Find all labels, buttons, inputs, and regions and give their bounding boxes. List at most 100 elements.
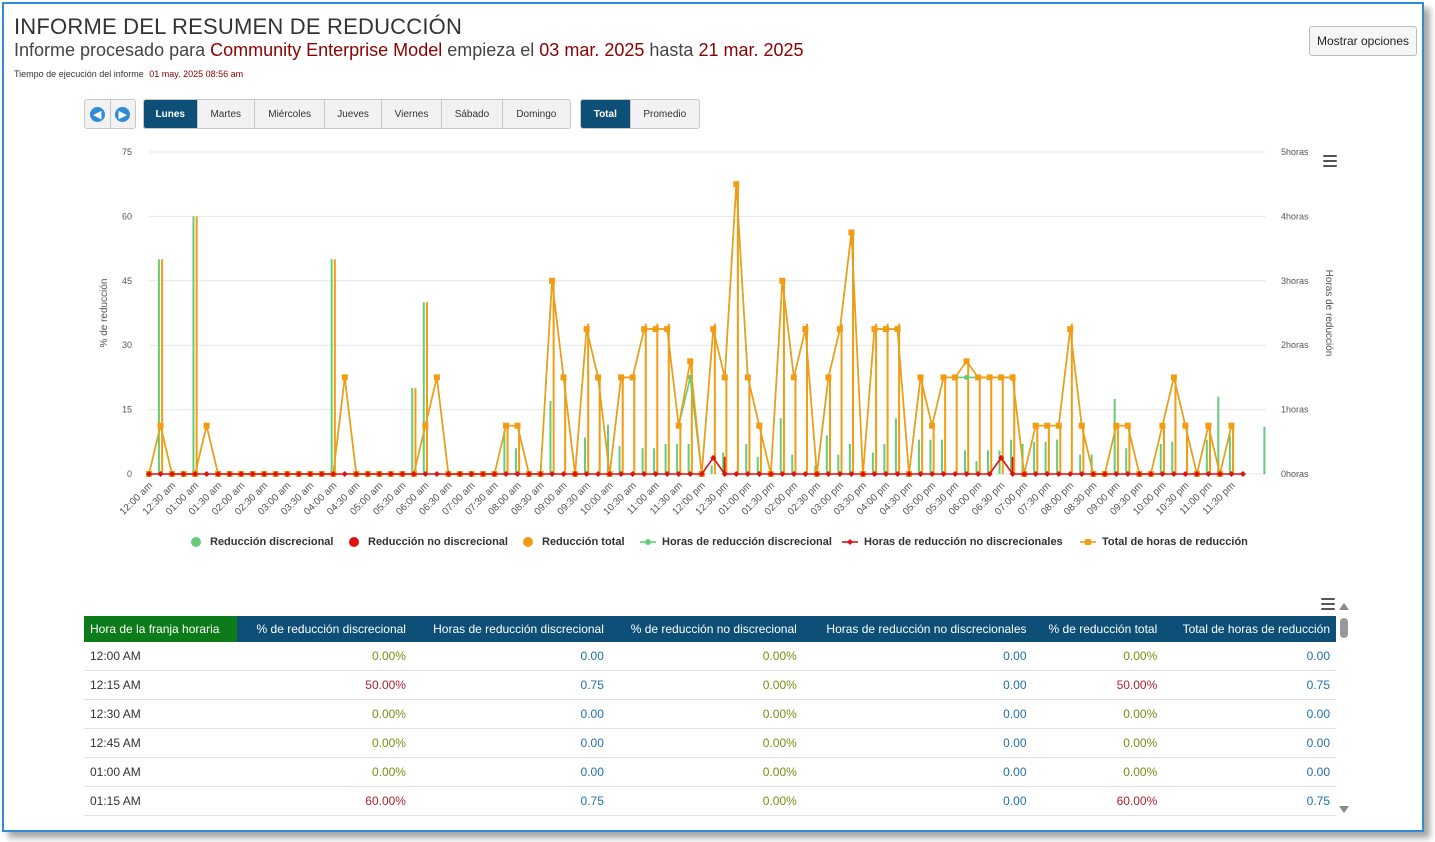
runtime-info: Tiempo de ejecución del informe 01 may. …: [14, 69, 243, 79]
bar-total: [725, 377, 728, 474]
nondisc-hours-point: [502, 471, 509, 477]
table-row[interactable]: 12:30 AM 0.00% 0.00 0.00% 0.00 0.00% 0.00: [84, 699, 1336, 729]
total-hours-point: [433, 374, 440, 381]
table-row[interactable]: 12:00 AM 0.00% 0.00 0.00% 0.00 0.00% 0.00: [84, 642, 1336, 671]
legend-item[interactable]: Reducción discrecional: [188, 536, 333, 548]
tab-sabado[interactable]: Sábado: [442, 100, 503, 128]
bar-discretionary: [192, 216, 195, 474]
col-disc-hours[interactable]: Horas de reducción discrecional: [411, 616, 610, 642]
nondisc-hours-point: [445, 471, 452, 477]
bar-total: [1036, 424, 1039, 474]
table-row[interactable]: 01:00 AM 0.00% 0.00 0.00% 0.00 0.00% 0.00: [84, 757, 1336, 787]
total-hours-point: [1078, 422, 1085, 429]
prev-button[interactable]: ◀: [85, 100, 111, 128]
next-button[interactable]: ▶: [111, 100, 136, 128]
tab-domingo[interactable]: Domingo: [516, 108, 557, 120]
total-hours-point: [917, 374, 924, 381]
bar-total: [955, 377, 958, 474]
bar-discretionary: [514, 448, 517, 474]
nondisc-hours-point: [169, 471, 176, 477]
nondisc-hours-point: [180, 471, 187, 477]
scroll-down-arrow[interactable]: [1339, 806, 1349, 813]
show-options-button[interactable]: Mostrar opciones: [1309, 26, 1417, 56]
bar-total: [1209, 424, 1212, 474]
nondisc-hours-point: [433, 471, 440, 477]
bar-total: [932, 424, 935, 474]
nondisc-hours-point: [779, 471, 786, 477]
tab-total[interactable]: Total: [581, 100, 631, 128]
table-row[interactable]: 12:45 AM 0.00% 0.00 0.00% 0.00 0.00% 0.00: [84, 728, 1336, 758]
total-hours-point: [422, 422, 429, 429]
nondisc-hours-point: [963, 471, 970, 477]
col-disc-pct[interactable]: % de reducción discrecional: [237, 616, 412, 642]
table-cell-value: 0.00%: [237, 757, 412, 787]
total-hours-point: [157, 422, 164, 429]
tab-viernes[interactable]: Viernes: [382, 100, 443, 128]
total-hours-point: [341, 374, 348, 381]
nondisc-hours-point: [871, 471, 878, 477]
chart-legend: Reducción discrecional Reducción no discr…: [4, 536, 1422, 556]
bar-total: [621, 377, 624, 474]
nondisc-hours-point: [940, 471, 947, 477]
nondisc-hours-point: [882, 471, 889, 477]
legend-item[interactable]: Reducción no discrecional: [346, 536, 508, 548]
tab-jueves[interactable]: Jueves: [325, 100, 382, 128]
bar-total: [805, 323, 808, 474]
total-hours-point: [675, 422, 682, 429]
nondisc-hours-point: [146, 471, 152, 477]
scroll-up-arrow[interactable]: [1339, 603, 1349, 610]
nondisc-hours-point: [1205, 471, 1212, 477]
nondisc-hours-point: [606, 471, 613, 477]
table-cell-value: 0.75: [1163, 786, 1336, 816]
bar-discretionary: [157, 259, 160, 474]
bar-total: [506, 424, 509, 474]
tab-martes[interactable]: Martes: [198, 100, 255, 128]
total-hours-point: [549, 277, 556, 284]
legend-item[interactable]: Horas de reducción discrecional: [640, 536, 832, 548]
scrollbar-thumb[interactable]: [1340, 618, 1348, 638]
table-row[interactable]: 01:15 AM 60.00% 0.75 0.00% 0.00 60.00% 0.75: [84, 786, 1336, 816]
nondisc-hours-point: [479, 471, 486, 477]
table-cell-value: 0.75: [1163, 670, 1336, 700]
total-hours-point: [514, 422, 521, 429]
total-hours-point: [1182, 422, 1189, 429]
legend-marker-icon: [842, 539, 858, 545]
table-cell-value: 60.00%: [237, 786, 412, 816]
chart-menu-icon[interactable]: [1323, 155, 1337, 167]
nondisc-hours-point: [629, 471, 636, 477]
nondisc-hours-point: [203, 471, 210, 477]
legend-item[interactable]: Horas de reducción no discrecionales: [842, 536, 1063, 548]
col-nondisc-pct[interactable]: % de reducción no discrecional: [609, 616, 803, 642]
nondisc-hours-point: [295, 471, 302, 477]
col-time[interactable]: Hora de la franja horaria: [84, 616, 238, 642]
legend-item[interactable]: Reducción total: [520, 536, 625, 548]
table-cell-value: 0.00: [802, 757, 1033, 787]
col-total-hours[interactable]: Total de horas de reducción: [1163, 616, 1336, 642]
bar-total: [564, 377, 567, 474]
total-hours-point: [641, 326, 648, 333]
y-right-tick-label: 3horas: [1281, 276, 1309, 286]
bar-total: [518, 424, 521, 474]
nondisc-hours-point: [307, 471, 314, 477]
table-menu-icon[interactable]: [1321, 598, 1335, 610]
bar-discretionary: [791, 454, 794, 474]
col-total-pct[interactable]: % de reducción total: [1032, 616, 1164, 642]
table-row[interactable]: 12:15 AM 50.00% 0.75 0.00% 0.00 50.00% 0.75: [84, 670, 1336, 700]
total-hours-point: [952, 374, 959, 381]
bar-total: [425, 302, 428, 474]
bar-discretionary: [1171, 441, 1174, 474]
table-cell-value: 0.00: [411, 699, 610, 729]
bar-total: [1070, 323, 1073, 474]
bar-total: [748, 377, 751, 474]
legend-item[interactable]: Total de horas de reducción: [1080, 536, 1248, 548]
nondisc-hours-point: [1032, 471, 1039, 477]
col-nondisc-hours[interactable]: Horas de reducción no discrecionales: [802, 616, 1033, 642]
table-cell-value: 0.00: [411, 757, 610, 787]
total-hours-point: [940, 374, 947, 381]
total-hours-point: [1159, 422, 1166, 429]
tab-lunes[interactable]: Lunes: [144, 100, 198, 128]
tab-miercoles[interactable]: Miércoles: [255, 100, 326, 128]
nondisc-hours-point: [514, 471, 521, 477]
total-hours-point: [1032, 422, 1039, 429]
tab-promedio[interactable]: Promedio: [643, 108, 687, 120]
